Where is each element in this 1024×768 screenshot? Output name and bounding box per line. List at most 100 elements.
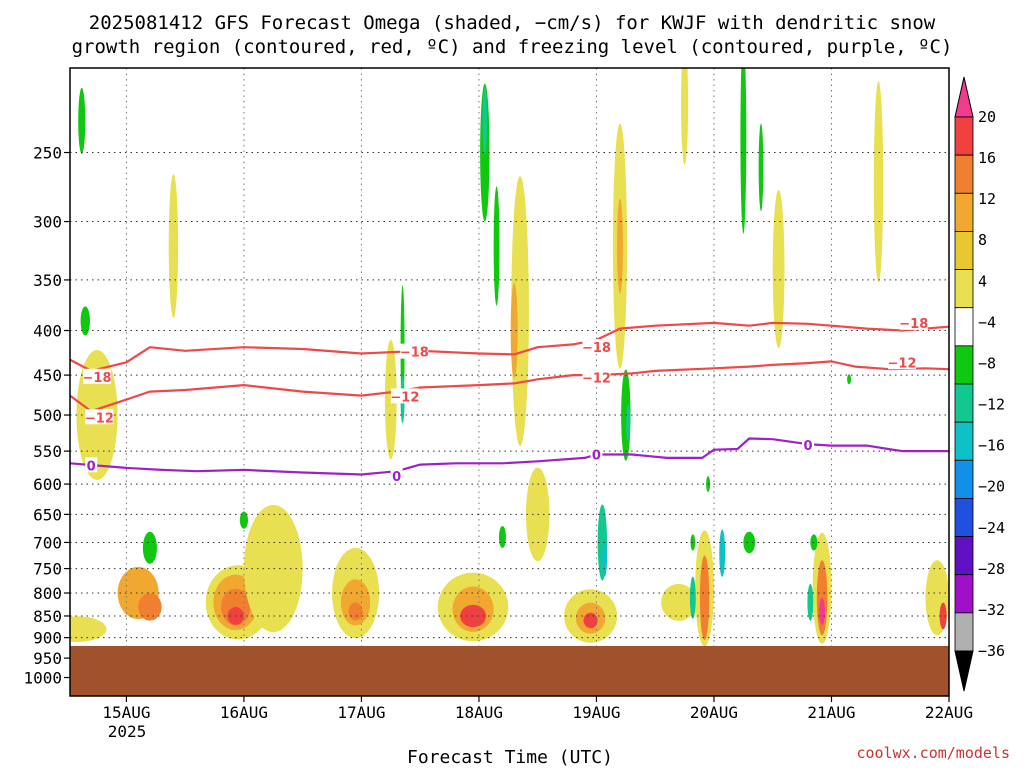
contour-label: 0: [803, 439, 812, 454]
x-tick-label: 15AUG: [102, 703, 150, 722]
omega-region: [243, 504, 303, 633]
y-tick-label: 350: [33, 271, 62, 290]
contour-label-bg: [390, 388, 419, 404]
y-tick-label: 650: [33, 505, 62, 524]
contour-label: −18: [83, 371, 112, 386]
x-axis: 15AUG 16AUG 17AUG 18AUG 19AUG 20AUG 21AUG 22AUG: [102, 696, 973, 722]
colorbar-label: 8: [978, 231, 987, 249]
contour-line: [70, 437, 949, 476]
colorbar-label: 20: [978, 108, 996, 126]
colorbar-segment: [954, 116, 974, 156]
omega-region: [142, 531, 157, 564]
y-tick-label: 950: [33, 649, 62, 668]
omega-region: [758, 123, 764, 212]
x-axis-title: Forecast Time (UTC): [407, 747, 613, 768]
y-tick-label: 700: [33, 533, 62, 552]
colorbar-segment: [954, 612, 974, 652]
contour-label: −12: [582, 372, 611, 387]
omega-region: [138, 593, 162, 621]
contour-label-bg: [590, 446, 603, 462]
colorbar-label: −32: [978, 601, 1005, 619]
omega-region: [617, 198, 623, 294]
omega-region: [70, 616, 107, 643]
colorbar-segment: [954, 574, 974, 614]
colorbar-arrow-bottom: [954, 650, 974, 692]
contour-line: [70, 321, 949, 372]
omega-region: [743, 531, 756, 554]
surface-terrain: [70, 645, 949, 696]
omega-region: [719, 529, 726, 577]
y-tick-label: 250: [33, 144, 62, 163]
omega-region: [939, 602, 947, 630]
omega-region: [340, 579, 371, 626]
colorbar-segment: [954, 192, 974, 232]
y-tick-label: 500: [33, 406, 62, 425]
contour-line: [70, 360, 949, 413]
credit-link[interactable]: coolwx.com/models: [856, 744, 1010, 762]
x-tick-label: 19AUG: [572, 703, 620, 722]
omega-region: [602, 540, 608, 577]
contour-label-bg: [85, 409, 114, 425]
omega-region: [626, 403, 631, 442]
x-tick-label: 18AUG: [455, 703, 503, 722]
contour-label-bg: [582, 339, 611, 355]
x-tick-label: 17AUG: [337, 703, 385, 722]
x-tick-label: 16AUG: [220, 703, 268, 722]
y-tick-label: 800: [33, 584, 62, 603]
colorbar-label: −24: [978, 519, 1005, 537]
contour-label-bg: [83, 368, 112, 384]
colorbar-label: −28: [978, 560, 1005, 578]
omega-region: [511, 176, 529, 447]
contour-labels: −18 −18 −18 −18 −12 −12 −12 −12 0 0 0 0: [83, 314, 928, 485]
y-tick-label: 850: [33, 607, 62, 626]
colorbar-label: 12: [978, 190, 996, 208]
omega-region: [689, 576, 696, 619]
contour-label: −12: [888, 356, 917, 371]
contour-label-bg: [887, 354, 916, 370]
omega-region: [498, 526, 506, 548]
contour-label-bg: [85, 457, 98, 473]
credit-text: coolwx.com/models: [856, 744, 1010, 762]
contour-label: −12: [390, 390, 419, 405]
omega-region: [78, 87, 86, 154]
colorbar-segment: [954, 459, 974, 499]
x-tick-label: 21AUG: [807, 703, 855, 722]
omega-region: [460, 604, 486, 628]
x-year-label: 2025: [108, 722, 147, 741]
colorbar-label: −36: [978, 642, 1005, 660]
x-tick-label: 20AUG: [690, 703, 738, 722]
y-tick-label: 550: [33, 442, 62, 461]
colorbar-label: −20: [978, 478, 1005, 496]
y-tick-label: 1000: [23, 669, 62, 688]
contour-label-bg: [582, 369, 611, 385]
contour-label: 0: [392, 470, 401, 485]
y-tick-label: 450: [33, 366, 62, 385]
omega-region: [583, 612, 598, 629]
contour-label: 0: [592, 449, 601, 464]
y-tick-label: 600: [33, 475, 62, 494]
contour-label: −12: [85, 411, 114, 426]
colorbar-segment: [954, 498, 974, 537]
omega-region: [873, 81, 884, 283]
chart-title-line2: growth region (contoured, red, ºC) and f…: [72, 36, 953, 58]
colorbar-label: −4: [978, 313, 996, 331]
contour-label-bg: [801, 436, 814, 452]
omega-region: [384, 339, 397, 460]
plot-frame: [69, 67, 950, 697]
contour-label: −18: [582, 341, 611, 356]
x-tick-label: 22AUG: [925, 703, 973, 722]
colorbar-segment: [954, 154, 974, 194]
colorbar-label: −8: [978, 354, 996, 372]
contour-label: −18: [899, 317, 928, 332]
contour-label: 0: [87, 459, 96, 474]
omega-region: [772, 189, 785, 349]
omega-region: [681, 68, 689, 165]
y-tick-label: 750: [33, 560, 62, 579]
omega-region: [699, 555, 710, 640]
omega-region: [493, 186, 500, 306]
omega-region: [807, 583, 814, 621]
omega-region: [740, 68, 747, 234]
colorbar-segment: [954, 383, 974, 423]
colorbar-label: 16: [978, 149, 996, 167]
contour-lines: [70, 321, 949, 476]
